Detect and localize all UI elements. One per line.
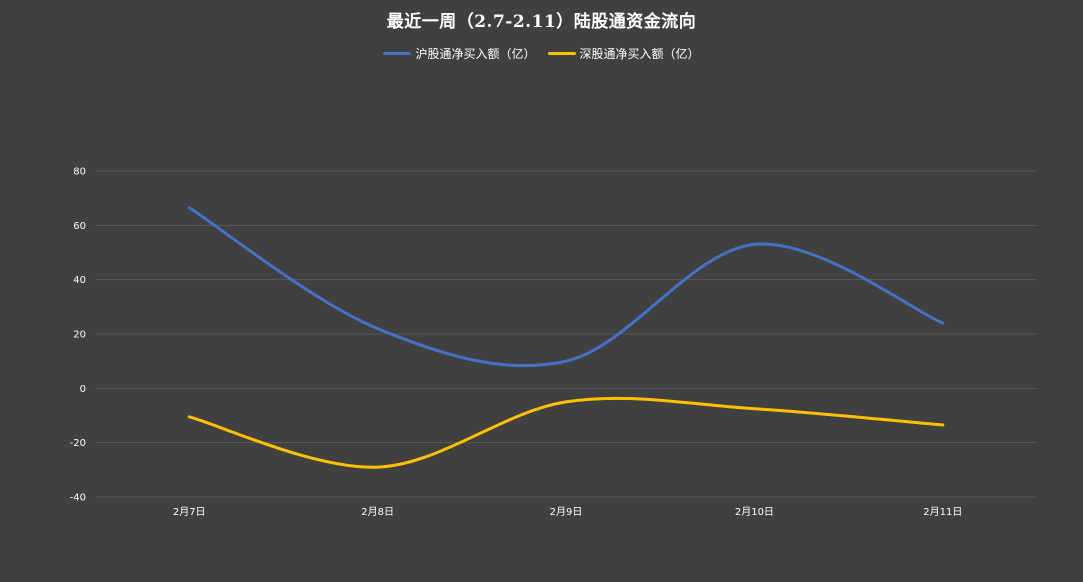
- y-tick-label: 20: [73, 330, 86, 341]
- y-tick-label: -40: [70, 493, 86, 504]
- gridlines: [95, 170, 1037, 498]
- x-tick-label: 2月8日: [361, 506, 394, 518]
- series-line-0[interactable]: [187, 206, 945, 368]
- y-tick-label: 0: [80, 384, 86, 395]
- y-tick-label: 80: [73, 167, 86, 178]
- chart-title: 最近一周（2.7-2.11）陆股通资金流向: [386, 12, 697, 32]
- chart-legend: 沪股通净买入额（亿） 深股通净买入额（亿）: [0, 45, 1083, 62]
- y-tick-label: 40: [73, 275, 86, 286]
- series-line-1[interactable]: [187, 396, 945, 469]
- y-tick-label: 60: [73, 221, 86, 232]
- x-tick-label: 2月11日: [923, 506, 962, 518]
- x-axis-ticks: 2月7日 2月8日 2月9日 2月10日 2月11日: [173, 506, 963, 518]
- y-axis-ticks: -40 -20 0 20 40 60 80: [70, 167, 86, 504]
- legend-swatch-0: [383, 52, 412, 55]
- legend-label-0: 沪股通净买入额（亿）: [415, 47, 536, 61]
- legend-label-1: 深股通净买入额（亿）: [579, 47, 700, 61]
- x-tick-label: 2月7日: [173, 506, 206, 518]
- legend-swatch-1: [547, 52, 576, 55]
- x-tick-label: 2月10日: [735, 506, 774, 518]
- legend-item-0[interactable]: 沪股通净买入额（亿）: [383, 45, 536, 62]
- y-tick-label: -20: [70, 438, 86, 449]
- series-lines: [187, 206, 945, 469]
- legend-item-1[interactable]: 深股通净买入额（亿）: [547, 45, 700, 62]
- x-tick-label: 2月9日: [550, 506, 583, 518]
